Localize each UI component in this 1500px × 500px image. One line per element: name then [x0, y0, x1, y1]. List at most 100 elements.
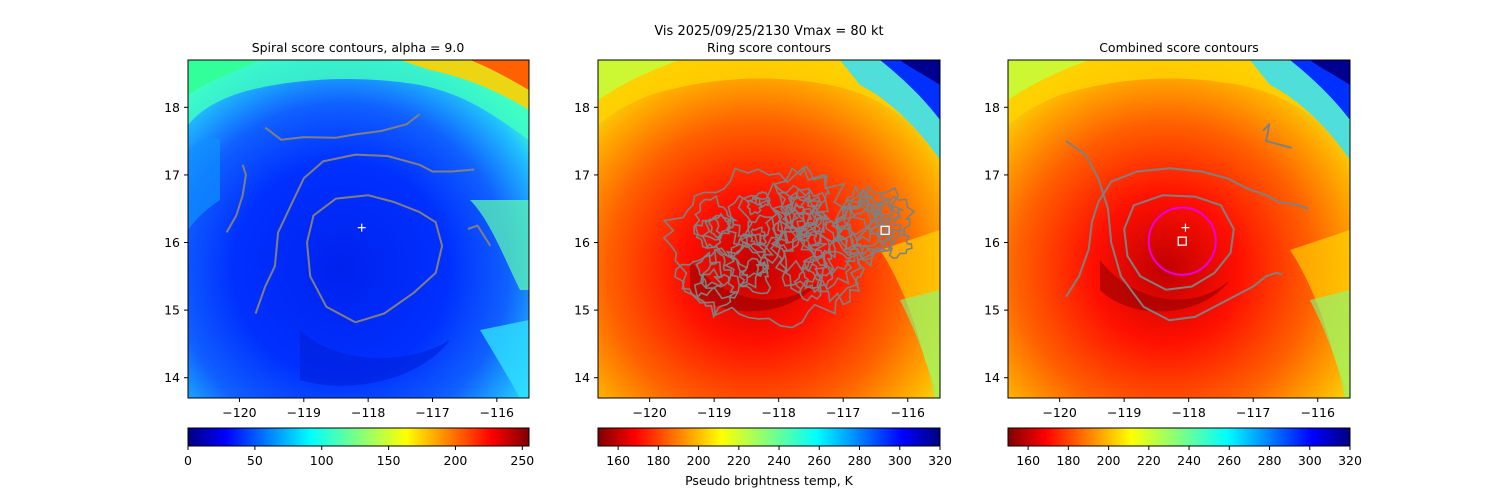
panel-title: Ring score contours [707, 40, 831, 55]
x-tick-label: −116 [480, 405, 514, 420]
colorbar-tick-label: 180 [1056, 453, 1080, 468]
colorbar-ticks: 160 180 200 220 240 260 280 300 320 [1016, 446, 1362, 468]
colorbar [188, 428, 529, 446]
contour-line [1065, 140, 1283, 322]
colorbar-tick-label: 280 [1258, 453, 1282, 468]
colorbar-tick-label: 50 [247, 453, 263, 468]
center-plus-marker [357, 223, 366, 232]
colorbar-tick-label: 300 [1298, 453, 1322, 468]
colorbar-tick-label: 160 [1016, 453, 1040, 468]
x-tick-label: −120 [632, 405, 666, 420]
contour-line [868, 193, 916, 244]
x-tick-label: −118 [1172, 405, 1206, 420]
contour-line [1123, 194, 1235, 291]
y-tick-label: 18 [164, 100, 180, 115]
y-tick-label: 17 [984, 167, 1000, 182]
y-tick-label: 14 [574, 370, 590, 385]
contour-line [701, 214, 748, 258]
contour-line [738, 257, 772, 295]
y-axis: 14 15 16 17 18 [574, 100, 598, 385]
contour-line [264, 113, 421, 141]
x-tick-label: −120 [1042, 405, 1076, 420]
y-axis: 14 15 16 17 18 [164, 100, 188, 385]
contour-line [695, 248, 732, 289]
x-axis: −120 −119 −118 −117 −116 [632, 398, 925, 420]
colorbar-tick-label: 0 [184, 453, 192, 468]
contour-line [254, 153, 475, 314]
x-tick-label: −117 [415, 405, 449, 420]
contour-line [800, 253, 834, 294]
contour-line [693, 267, 740, 319]
colorbar-tick-label: 200 [1097, 453, 1121, 468]
contour-line [835, 189, 886, 243]
contour-line [850, 183, 904, 236]
contour-lines [225, 113, 492, 324]
colorbar-tick-label: 100 [310, 453, 334, 468]
panel-title: Combined score contours [1099, 40, 1259, 55]
center-square-marker [1177, 236, 1187, 246]
x-tick-label: −117 [826, 405, 860, 420]
contour-line [693, 195, 739, 241]
y-tick-label: 14 [984, 370, 1000, 385]
marker-layer [357, 223, 366, 232]
colorbar-tick-label: 250 [510, 453, 534, 468]
colorbar-tick-label: 300 [888, 453, 912, 468]
colorbar-tick-label: 220 [1137, 453, 1161, 468]
colorbar [598, 428, 940, 446]
y-tick-label: 18 [574, 100, 590, 115]
x-tick-label: −120 [222, 405, 256, 420]
x-axis: −120 −119 −118 −117 −116 [222, 398, 514, 420]
contour-line [694, 217, 723, 249]
colorbar [1008, 428, 1350, 446]
colorbar-tick-label: 240 [767, 453, 791, 468]
contour-line [723, 240, 767, 289]
contour-line [737, 181, 799, 253]
panel-spiral: Spiral score contours, alpha = 9.0 −120−… [164, 40, 534, 468]
contour-lines [662, 165, 916, 329]
contour-line [770, 211, 827, 274]
y-tick-label: 17 [574, 167, 590, 182]
contour-line [796, 207, 836, 259]
colorbar-tick-label: 150 [377, 453, 401, 468]
colorbar-tick-label: 200 [444, 453, 468, 468]
colorbar-tick-label: 160 [606, 453, 630, 468]
satellite-image [188, 60, 529, 398]
figure-suptitle: Vis 2025/09/25/2130 Vmax = 80 kt [654, 24, 883, 39]
eye-circle-marker [1147, 206, 1217, 276]
contour-line [725, 194, 778, 248]
contour-line [467, 224, 492, 247]
y-tick-label: 16 [164, 235, 180, 250]
x-tick-label: −119 [287, 405, 321, 420]
contour-line [1262, 123, 1293, 149]
contour-line [749, 226, 768, 246]
x-tick-label: −117 [1236, 405, 1270, 420]
colorbar-tick-label: 320 [928, 453, 952, 468]
axes-frame [597, 59, 941, 399]
satellite-image [1008, 60, 1350, 398]
contour-line [769, 222, 835, 294]
contour-line [225, 164, 247, 233]
colorbar-tick-label: 260 [1217, 453, 1241, 468]
y-tick-label: 18 [984, 100, 1000, 115]
y-tick-label: 16 [984, 235, 1000, 250]
contour-line [771, 184, 824, 245]
colorbar-tick-label: 240 [1177, 453, 1201, 468]
contour-line [814, 250, 865, 306]
colorbar-tick-label: 320 [1338, 453, 1362, 468]
colorbar-tick-label: 260 [807, 453, 831, 468]
center-square-marker [880, 225, 890, 236]
contour-line [674, 251, 724, 300]
contour-line [306, 194, 444, 324]
y-tick-label: 17 [164, 167, 180, 182]
y-tick-label: 14 [164, 370, 180, 385]
x-tick-label: −118 [762, 405, 796, 420]
x-tick-label: −119 [1107, 405, 1141, 420]
colorbar-tick-label: 200 [687, 453, 711, 468]
y-tick-label: 16 [574, 235, 590, 250]
x-tick-label: −116 [1301, 405, 1335, 420]
y-axis: 14 15 16 17 18 [984, 100, 1008, 385]
x-tick-label: −119 [697, 405, 731, 420]
center-plus-marker [1181, 223, 1190, 232]
x-axis: −120 −119 −118 −117 −116 [1042, 398, 1335, 420]
